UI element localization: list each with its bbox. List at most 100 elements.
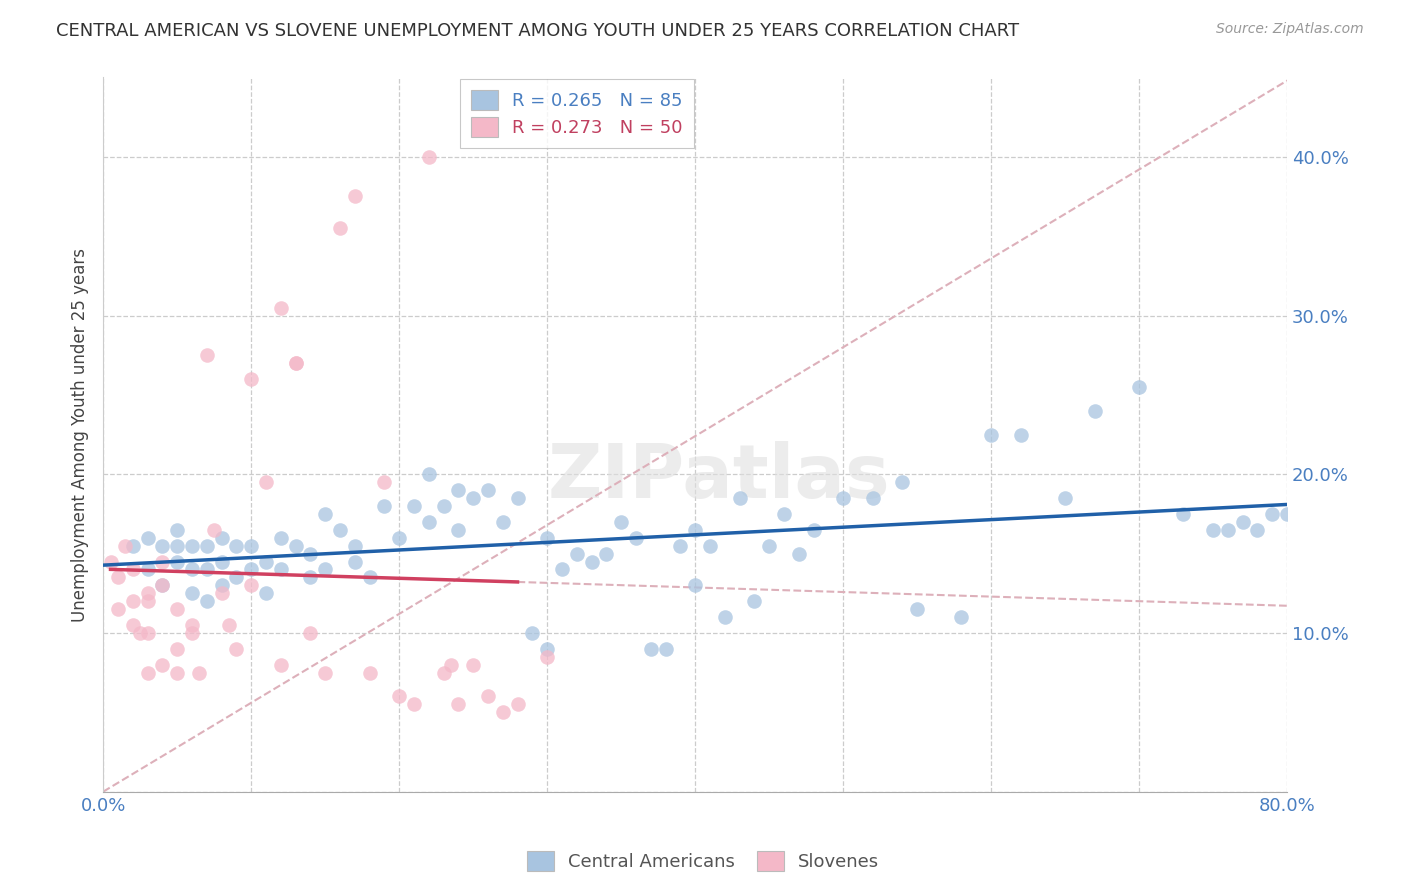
Point [284, 539, 307, 553]
Point [402, 698, 425, 712]
Point [536, 641, 558, 656]
Point [1246, 523, 1268, 537]
Point [136, 665, 159, 680]
Point [492, 706, 515, 720]
Point [536, 649, 558, 664]
Point [1084, 403, 1107, 417]
Point [225, 641, 247, 656]
Point [536, 531, 558, 545]
Point [195, 348, 218, 362]
Point [166, 539, 188, 553]
Point [551, 562, 574, 576]
Point [136, 626, 159, 640]
Point [254, 475, 277, 490]
Point [803, 523, 825, 537]
Point [418, 150, 440, 164]
Point [669, 539, 692, 553]
Point [447, 483, 470, 497]
Point [121, 594, 143, 608]
Point [166, 523, 188, 537]
Point [832, 491, 855, 505]
Point [432, 499, 454, 513]
Point [284, 356, 307, 370]
Point [440, 657, 463, 672]
Point [166, 641, 188, 656]
Point [447, 698, 470, 712]
Point [432, 665, 454, 680]
Point [240, 562, 263, 576]
Point [121, 562, 143, 576]
Point [270, 531, 292, 545]
Point [1054, 491, 1077, 505]
Point [640, 641, 662, 656]
Point [195, 594, 218, 608]
Point [728, 491, 751, 505]
Point [624, 531, 647, 545]
Point [240, 539, 263, 553]
Point [373, 475, 395, 490]
Point [254, 555, 277, 569]
Point [359, 665, 381, 680]
Point [314, 507, 336, 521]
Point [402, 499, 425, 513]
Point [1202, 523, 1225, 537]
Point [699, 539, 721, 553]
Point [950, 610, 973, 624]
Point [284, 356, 307, 370]
Point [359, 570, 381, 584]
Point [388, 690, 411, 704]
Point [461, 491, 484, 505]
Point [522, 626, 544, 640]
Point [299, 626, 322, 640]
Point [418, 515, 440, 529]
Point [447, 523, 470, 537]
Point [581, 555, 603, 569]
Point [225, 570, 247, 584]
Point [181, 562, 204, 576]
Point [195, 562, 218, 576]
Point [388, 531, 411, 545]
Point [107, 602, 129, 616]
Point [136, 586, 159, 600]
Text: Source: ZipAtlas.com: Source: ZipAtlas.com [1216, 22, 1364, 37]
Point [713, 610, 735, 624]
Point [1216, 523, 1239, 537]
Point [150, 578, 173, 592]
Point [150, 578, 173, 592]
Point [225, 539, 247, 553]
Point [195, 539, 218, 553]
Point [150, 539, 173, 553]
Point [329, 523, 352, 537]
Point [166, 665, 188, 680]
Point [343, 539, 366, 553]
Point [314, 562, 336, 576]
Point [492, 515, 515, 529]
Point [742, 594, 765, 608]
Point [329, 221, 352, 235]
Point [506, 491, 529, 505]
Point [121, 539, 143, 553]
Point [129, 626, 152, 640]
Point [181, 618, 204, 632]
Point [477, 690, 499, 704]
Point [150, 555, 173, 569]
Point [610, 515, 633, 529]
Point [100, 555, 122, 569]
Point [787, 547, 810, 561]
Point [683, 523, 706, 537]
Point [136, 562, 159, 576]
Point [211, 531, 233, 545]
Legend: R = 0.265   N = 85, R = 0.273   N = 50: R = 0.265 N = 85, R = 0.273 N = 50 [460, 79, 693, 148]
Point [1128, 380, 1150, 394]
Point [181, 626, 204, 640]
Point [240, 578, 263, 592]
Point [1010, 427, 1032, 442]
Point [980, 427, 1002, 442]
Point [136, 531, 159, 545]
Point [595, 547, 617, 561]
Point [891, 475, 914, 490]
Point [121, 618, 143, 632]
Point [240, 372, 263, 386]
Point [150, 657, 173, 672]
Point [254, 586, 277, 600]
